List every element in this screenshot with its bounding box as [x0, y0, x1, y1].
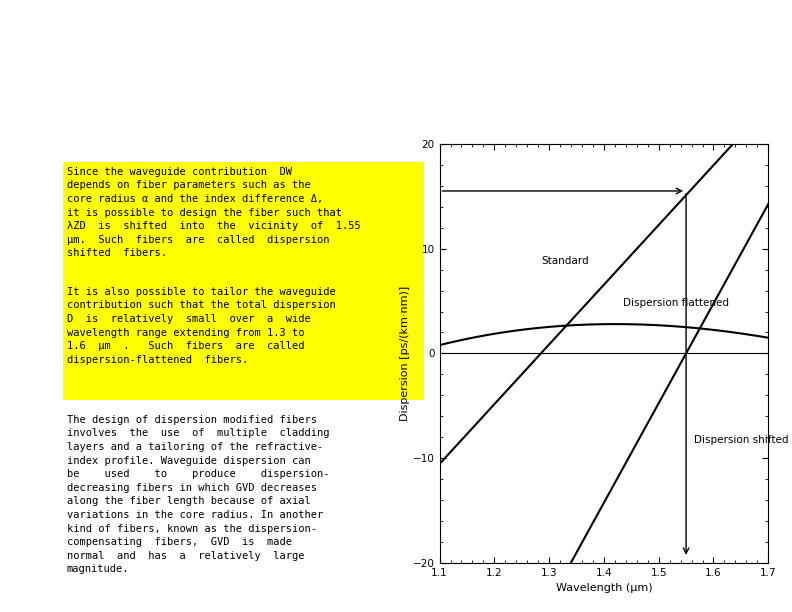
Text: Dispersion shifted: Dispersion shifted — [695, 435, 789, 444]
Bar — [63, 282, 424, 400]
Text: The design of dispersion modified fibers
involves  the  use  of  multiple  cladd: The design of dispersion modified fibers… — [67, 415, 329, 575]
Y-axis label: Dispersion [ps/(km·nm)]: Dispersion [ps/(km·nm)] — [400, 286, 410, 421]
Bar — [63, 162, 424, 282]
Text: It is also possible to tailor the waveguide
contribution such that the total dis: It is also possible to tailor the wavegu… — [67, 287, 336, 365]
Text: Dispersion flattened: Dispersion flattened — [623, 298, 729, 308]
Text: Since the waveguide contribution  DW
depends on fiber parameters such as the
cor: Since the waveguide contribution DW depe… — [67, 167, 360, 258]
X-axis label: Wavelength (μm): Wavelength (μm) — [555, 583, 653, 594]
Text: Standard: Standard — [541, 256, 588, 266]
